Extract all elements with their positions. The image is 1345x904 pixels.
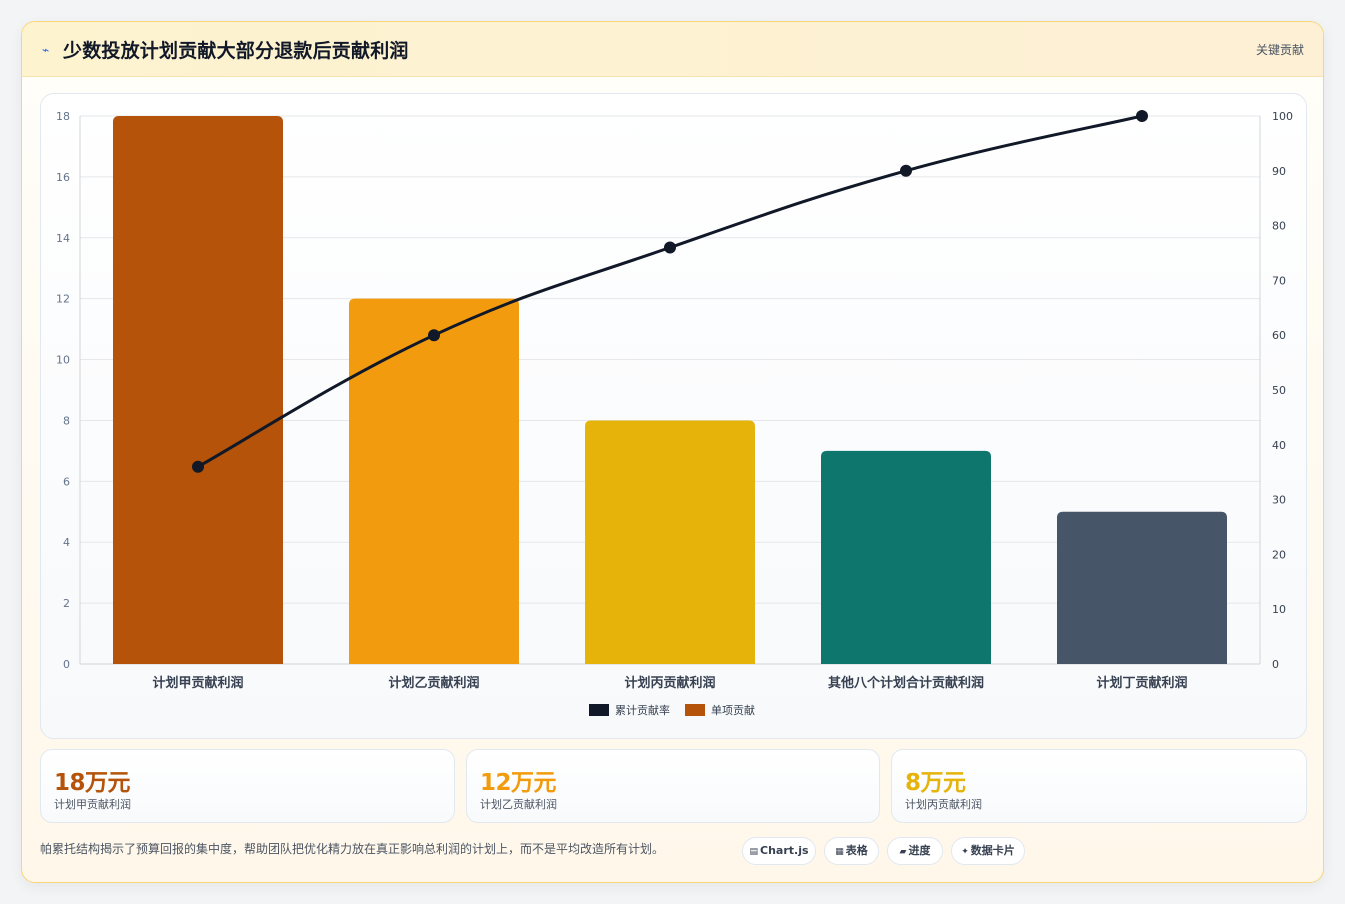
cumulative-point bbox=[900, 164, 912, 177]
y2-tick-label: 50 bbox=[1272, 384, 1286, 397]
stat-value: 8万元 bbox=[905, 770, 966, 796]
pareto-chart: 0 2 4 6 8 10 12 14 16 18 0 10 20 30 40 50 60 70 80 90 100 计划甲… bbox=[56, 110, 1293, 717]
stat-label: 计划甲贡献利润 bbox=[54, 798, 131, 811]
y2-tick-label: 60 bbox=[1272, 329, 1286, 342]
y-tick-label: 16 bbox=[56, 171, 70, 184]
y-tick-label: 8 bbox=[63, 414, 70, 427]
legend-swatch bbox=[685, 704, 705, 716]
y-tick-label: 12 bbox=[56, 293, 70, 306]
cumulative-line bbox=[197, 114, 1143, 469]
report-card: ⌁ 少数投放计划贡献大部分退款后贡献利润 关键贡献 0 2 4 6 8 10 12 14 16 1… bbox=[21, 21, 1324, 883]
datacard-icon: ✦ bbox=[961, 847, 969, 857]
x-tick-label: 计划乙贡献利润 bbox=[388, 675, 479, 691]
stat-value: 18万元 bbox=[54, 770, 131, 796]
bar bbox=[585, 420, 755, 664]
chart-icon: ▤ bbox=[749, 847, 758, 857]
card-title: 少数投放计划贡献大部分退款后贡献利润 bbox=[63, 40, 409, 62]
tag-label: Chart.js bbox=[760, 844, 809, 857]
y-tick-label: 18 bbox=[56, 110, 70, 123]
y-tick-label: 2 bbox=[63, 597, 70, 610]
tag-label: 表格 bbox=[845, 844, 868, 857]
lightning-icon: ⌁ bbox=[42, 43, 50, 57]
tag-progress[interactable]: ▰ 进度 bbox=[887, 837, 943, 865]
legend-swatch bbox=[589, 704, 609, 716]
bar bbox=[349, 298, 519, 664]
x-tick-label: 其他八个计划合计贡献利润 bbox=[828, 675, 984, 691]
bar bbox=[113, 116, 283, 664]
tag-chartjs[interactable]: ▤ Chart.js bbox=[742, 837, 816, 865]
y-tick-label: 14 bbox=[56, 232, 70, 245]
legend-label: 单项贡献 bbox=[711, 703, 755, 717]
y2-tick-label: 90 bbox=[1272, 165, 1286, 178]
y2-tick-label: 40 bbox=[1272, 439, 1286, 452]
x-tick-label: 计划甲贡献利润 bbox=[152, 675, 243, 691]
y2-tick-label: 80 bbox=[1272, 220, 1286, 233]
y-tick-label: 4 bbox=[63, 536, 70, 549]
cumulative-point bbox=[428, 329, 440, 342]
y-tick-label: 0 bbox=[63, 658, 70, 671]
y2-tick-label: 20 bbox=[1272, 548, 1286, 561]
bar bbox=[1057, 511, 1227, 664]
tag-label: 进度 bbox=[908, 844, 931, 857]
cumulative-point bbox=[192, 460, 204, 473]
tag-table[interactable]: ▦ 表格 bbox=[824, 837, 879, 865]
y2-tick-label: 30 bbox=[1272, 494, 1286, 507]
cumulative-point bbox=[1136, 110, 1148, 122]
stat-label: 计划乙贡献利润 bbox=[480, 798, 557, 811]
y2-tick-label: 10 bbox=[1272, 603, 1286, 616]
progress-icon: ▰ bbox=[899, 847, 907, 857]
y-tick-label: 10 bbox=[56, 354, 70, 367]
header-badge: 关键贡献 bbox=[1255, 43, 1304, 57]
table-icon: ▦ bbox=[835, 847, 844, 857]
stat-card-2: 12万元 计划乙贡献利润 bbox=[466, 749, 880, 823]
bar bbox=[821, 450, 991, 664]
x-tick-label: 计划丁贡献利润 bbox=[1096, 675, 1187, 691]
chart-panel: 0 2 4 6 8 10 12 14 16 18 0 10 20 30 40 50 60 70 80 90 100 计划甲… bbox=[40, 93, 1307, 739]
x-tick-label: 计划丙贡献利润 bbox=[624, 675, 715, 691]
footer-description: 帕累托结构揭示了预算回报的集中度，帮助团队把优化精力放在真正影响总利润的计划上，… bbox=[40, 842, 665, 856]
y2-tick-label: 100 bbox=[1272, 110, 1293, 123]
stat-card-3: 8万元 计划丙贡献利润 bbox=[891, 749, 1307, 823]
stat-card-1: 18万元 计划甲贡献利润 bbox=[40, 749, 455, 823]
legend-label: 累计贡献率 bbox=[615, 703, 670, 717]
y-tick-label: 6 bbox=[63, 475, 70, 488]
stat-value: 12万元 bbox=[480, 770, 557, 796]
stat-label: 计划丙贡献利润 bbox=[905, 798, 982, 811]
tag-datacard[interactable]: ✦ 数据卡片 bbox=[951, 837, 1025, 865]
card-header: ⌁ 少数投放计划贡献大部分退款后贡献利润 关键贡献 bbox=[22, 22, 1323, 77]
y2-tick-label: 70 bbox=[1272, 274, 1286, 287]
tag-label: 数据卡片 bbox=[970, 844, 1015, 857]
cumulative-point bbox=[664, 241, 676, 254]
y2-tick-label: 0 bbox=[1272, 658, 1279, 671]
